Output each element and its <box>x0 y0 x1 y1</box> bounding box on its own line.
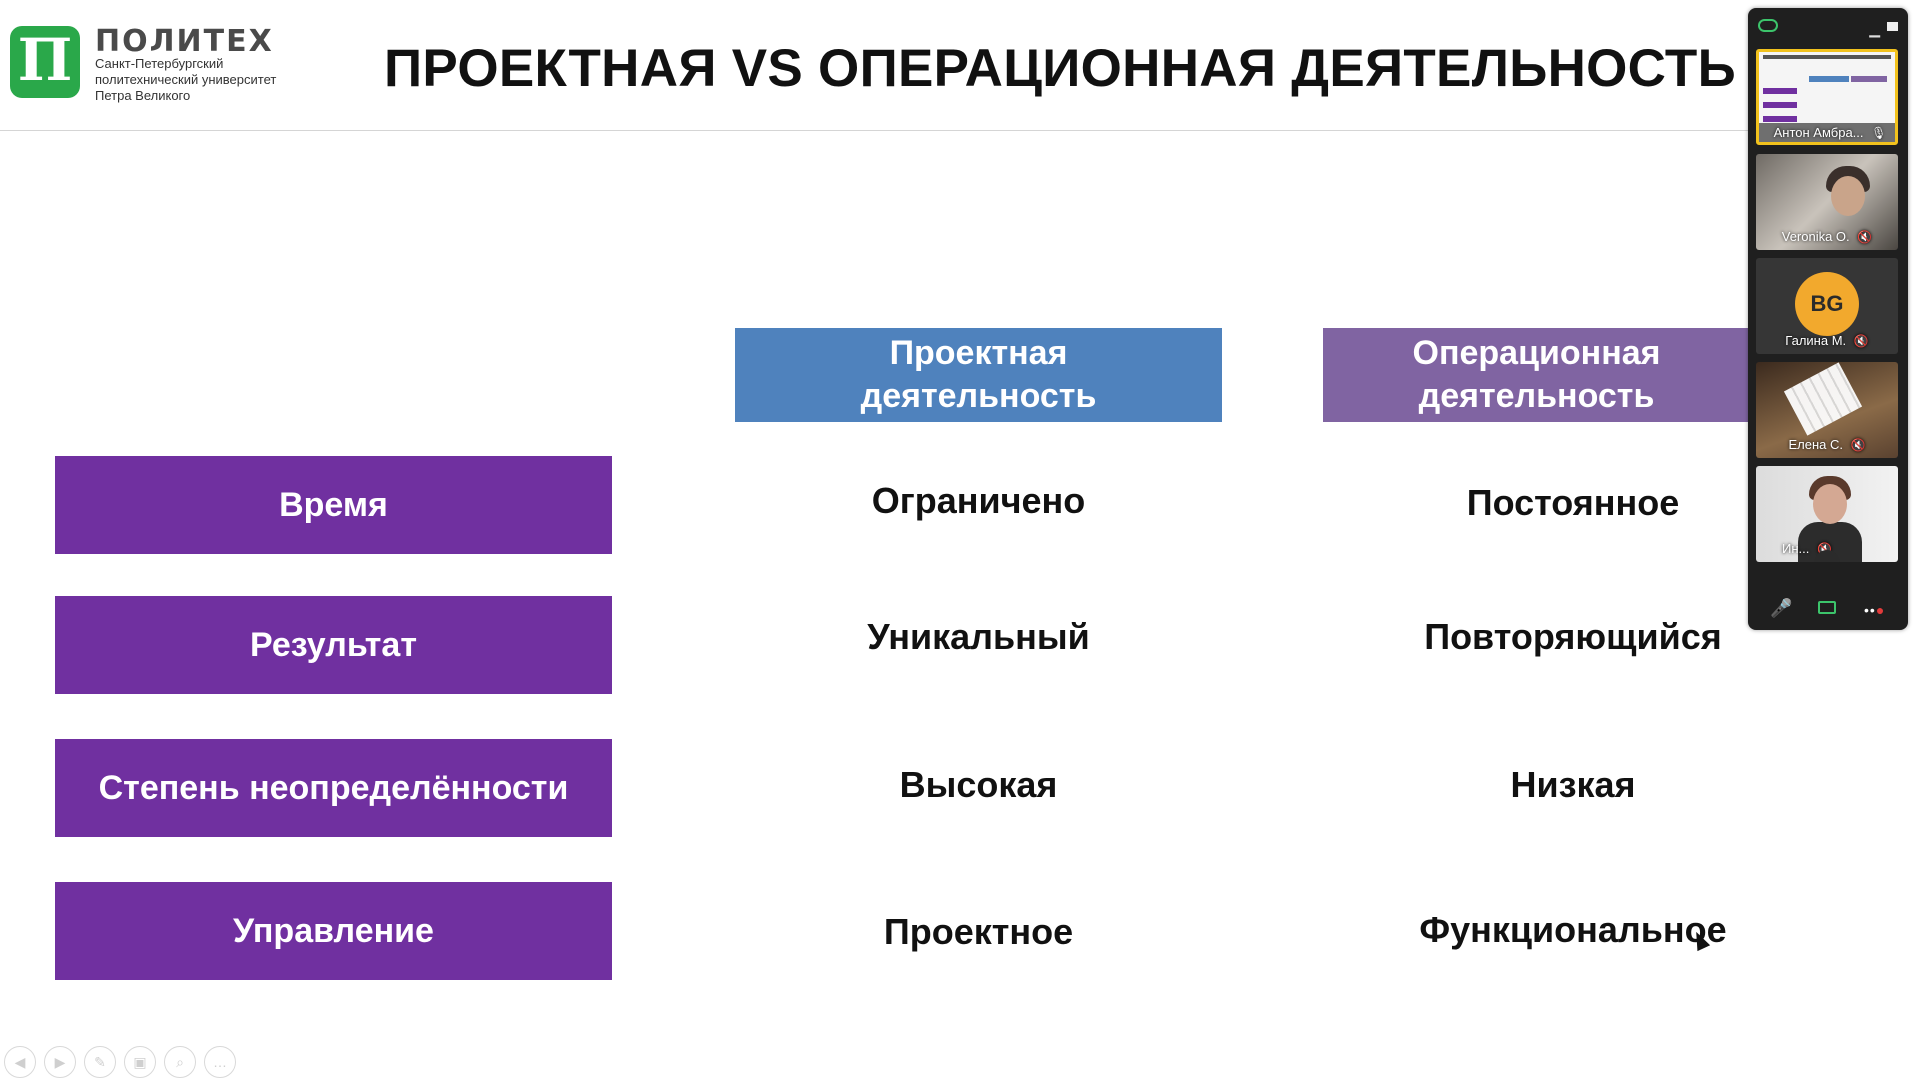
cell-operation-uncertainty: Низкая <box>1510 764 1636 805</box>
row-label-result: Результат <box>55 596 612 694</box>
mic-off-icon: 🔇 <box>1853 334 1869 348</box>
row-label-uncertainty: Степень неопределённости <box>55 739 612 837</box>
polytech-logo-mark: П <box>10 26 80 98</box>
previous-slide-icon[interactable]: ◀ <box>4 1046 36 1078</box>
header-divider <box>0 130 1750 131</box>
column-header-operation: Операционная деятельность <box>1323 328 1750 422</box>
logo-subtitle-line: Петра Великого <box>95 88 191 103</box>
logo-name: ПОЛИТЕХ <box>95 24 274 59</box>
video-conference-panel: ▁ Антон Амбра... 🎙 Veronika O. 🔇 BG Гали… <box>1748 8 1908 630</box>
shared-screen-thumbnail-block <box>1763 116 1797 122</box>
chevron-down-icon[interactable]: ⌄ <box>1814 550 1840 562</box>
column-header-line: Проектная <box>889 334 1068 372</box>
video-lamp-shape <box>1783 362 1863 436</box>
participant-name-text: Veronika O. <box>1781 229 1850 244</box>
conference-panel-header: ▁ <box>1748 8 1908 44</box>
next-slide-icon[interactable]: ▶ <box>44 1046 76 1078</box>
view-mode-icon[interactable] <box>1758 19 1778 32</box>
row-label-time: Время <box>55 456 612 554</box>
cell-operation-time: Постоянное <box>1466 482 1680 523</box>
cell-project-uncertainty: Высокая <box>899 764 1058 805</box>
maximize-icon[interactable] <box>1887 22 1898 31</box>
cell-operation-result: Повторяющийся <box>1424 616 1722 657</box>
column-header-line: деятельность <box>1418 377 1655 415</box>
participant-tile-video[interactable]: Елена С. 🔇 <box>1756 362 1898 458</box>
mic-off-icon: 🔇 <box>1857 230 1873 244</box>
participant-name-text: Антон Амбра... <box>1773 125 1864 140</box>
avatar: BG <box>1795 272 1859 336</box>
participant-tile-video[interactable]: Veronika O. 🔇 <box>1756 154 1898 250</box>
shared-screen-thumbnail <box>1763 55 1891 59</box>
participant-name-text: Ин... <box>1782 541 1810 556</box>
cell-project-time: Ограничено <box>871 480 1086 521</box>
row-label-management: Управление <box>55 882 612 980</box>
mic-off-icon: 🔇 <box>1850 438 1866 452</box>
screen-share-icon[interactable] <box>1818 601 1836 614</box>
participant-name-text: Елена С. <box>1788 437 1843 452</box>
participant-name-text: Галина М. <box>1785 333 1847 348</box>
video-face-shape <box>1831 176 1865 216</box>
participant-name: Антон Амбра... 🎙 <box>1759 123 1895 142</box>
shared-screen-thumbnail-block <box>1763 102 1797 108</box>
column-header-line: деятельность <box>860 377 1097 415</box>
participant-tile-avatar[interactable]: BG Галина М. 🔇 <box>1756 258 1898 354</box>
slides-overview-icon[interactable]: ▣ <box>124 1046 156 1078</box>
shared-screen-thumbnail-block <box>1763 88 1797 94</box>
shared-screen-thumbnail-block <box>1809 76 1849 82</box>
minimize-icon[interactable]: ▁ <box>1869 21 1880 37</box>
more-icon[interactable]: ••● <box>1864 602 1886 618</box>
slide-controls: ◀ ▶ ✎ ▣ ⌕ … <box>4 1046 236 1078</box>
university-logo: П ПОЛИТЕХ Санкт-Петербургский политехнич… <box>10 24 295 106</box>
participant-tile-video[interactable]: Ин... 🔇 ⌄ <box>1756 466 1898 562</box>
logo-subtitle-line: Санкт-Петербургский <box>95 56 224 71</box>
cell-operation-management: Функциональное <box>1419 909 1727 950</box>
logo-subtitle-line: политехнический университет <box>95 72 277 87</box>
logo-subtitle: Санкт-Петербургский политехнический унив… <box>95 56 295 104</box>
shared-screen-thumbnail-block <box>1851 76 1887 82</box>
participant-name: Галина М. 🔇 <box>1756 333 1898 348</box>
participant-name: Veronika O. 🔇 <box>1756 229 1898 244</box>
participant-tile-screen-share[interactable]: Антон Амбра... 🎙 <box>1756 49 1898 145</box>
participant-name: Елена С. 🔇 <box>1756 437 1898 452</box>
cell-project-result: Уникальный <box>867 616 1090 657</box>
zoom-icon[interactable]: ⌕ <box>164 1046 196 1078</box>
microphone-icon: 🎙 <box>1871 126 1887 140</box>
slide-title: ПРОЕКТНАЯ VS ОПЕРАЦИОННАЯ ДЕЯТЕЛЬНОСТЬ <box>384 39 1737 98</box>
column-header-project: Проектная деятельность <box>735 328 1222 422</box>
more-options-icon[interactable]: … <box>204 1046 236 1078</box>
pen-icon[interactable]: ✎ <box>84 1046 116 1078</box>
conference-controls: 🎤 ••● <box>1748 586 1908 630</box>
video-face-shape <box>1813 484 1847 524</box>
column-header-line: Операционная <box>1412 334 1661 372</box>
microphone-icon[interactable]: 🎤 <box>1770 598 1793 618</box>
cell-project-management: Проектное <box>883 911 1074 952</box>
